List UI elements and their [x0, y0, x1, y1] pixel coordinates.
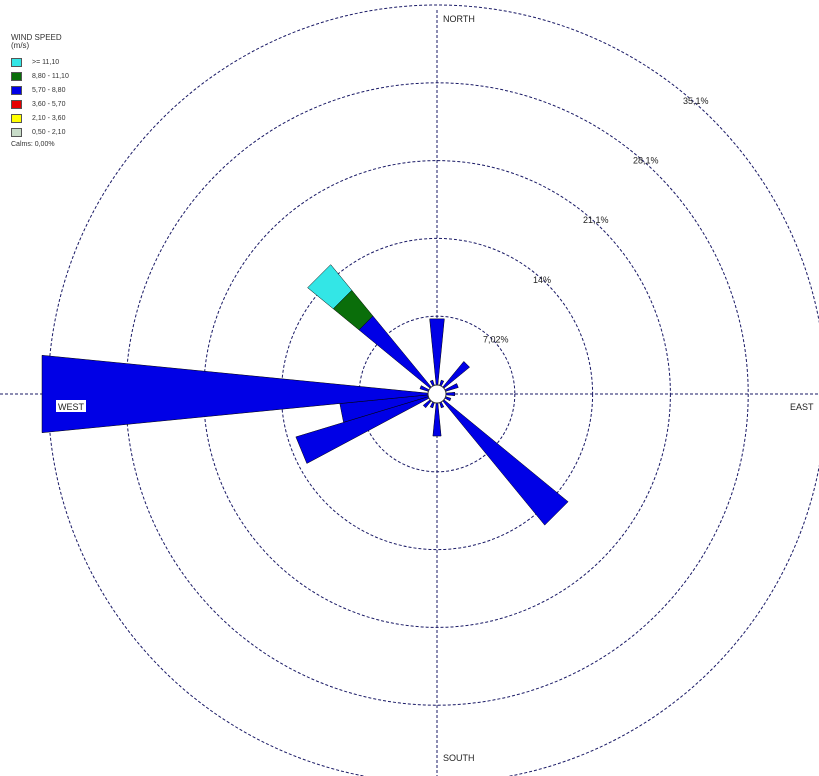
calm-center-circle — [427, 384, 447, 404]
ring-label-1: 7,02% — [483, 334, 509, 344]
calms-label: Calms: 0,00% — [11, 141, 55, 148]
direction-east: EAST — [790, 402, 814, 412]
direction-north: NORTH — [443, 14, 475, 24]
legend-item: 5,70 - 8,80 — [11, 83, 69, 97]
legend-swatch — [11, 113, 22, 123]
ring-label-3: 21,1% — [583, 215, 609, 225]
ring-labels-layer: 7,02% 14% 21,1% 28,1% 35,1% — [483, 96, 709, 344]
legend-item: 2,10 - 3,60 — [11, 111, 69, 125]
petals-layer — [41, 264, 569, 526]
legend-item: 3,60 - 5,70 — [11, 97, 69, 111]
legend-label: 8,80 - 11,10 — [32, 72, 69, 80]
petal-135 — [436, 393, 569, 526]
legend-item: 0,50 - 2,10 — [11, 125, 69, 139]
direction-west: WEST — [58, 402, 85, 412]
petal-0 — [429, 318, 445, 395]
petal-180 — [432, 393, 442, 437]
petal-315 — [358, 315, 438, 395]
legend-label: >= 11,10 — [32, 58, 60, 66]
legend-swatch — [11, 85, 22, 95]
direction-west-background — [56, 400, 86, 412]
legend-swatch — [11, 57, 22, 67]
legend-item: >= 11,10 — [11, 55, 69, 69]
petal-270 — [41, 354, 438, 434]
legend-label: 2,10 - 3,60 — [32, 114, 66, 122]
legend-title: WIND SPEED — [11, 33, 62, 42]
legend-label: 0,50 - 2,10 — [32, 128, 66, 136]
legend-swatch — [11, 127, 22, 137]
direction-south: SOUTH — [443, 753, 475, 763]
petal-45 — [436, 360, 471, 395]
legend-label: 5,70 - 8,80 — [32, 86, 66, 94]
petal-315 — [307, 264, 353, 310]
legend: WIND SPEED (m/s) >= 11,10 8,80 - 11,10 5… — [11, 34, 69, 148]
ring-label-5: 35,1% — [683, 96, 709, 106]
legend-label: 3,60 - 5,70 — [32, 100, 66, 108]
legend-swatch — [11, 99, 22, 109]
legend-item: 8,80 - 11,10 — [11, 69, 69, 83]
legend-unit: (m/s) — [11, 41, 30, 50]
legend-swatch — [11, 71, 22, 81]
ring-label-4: 28,1% — [633, 156, 659, 166]
ring-label-2: 14% — [533, 275, 551, 285]
